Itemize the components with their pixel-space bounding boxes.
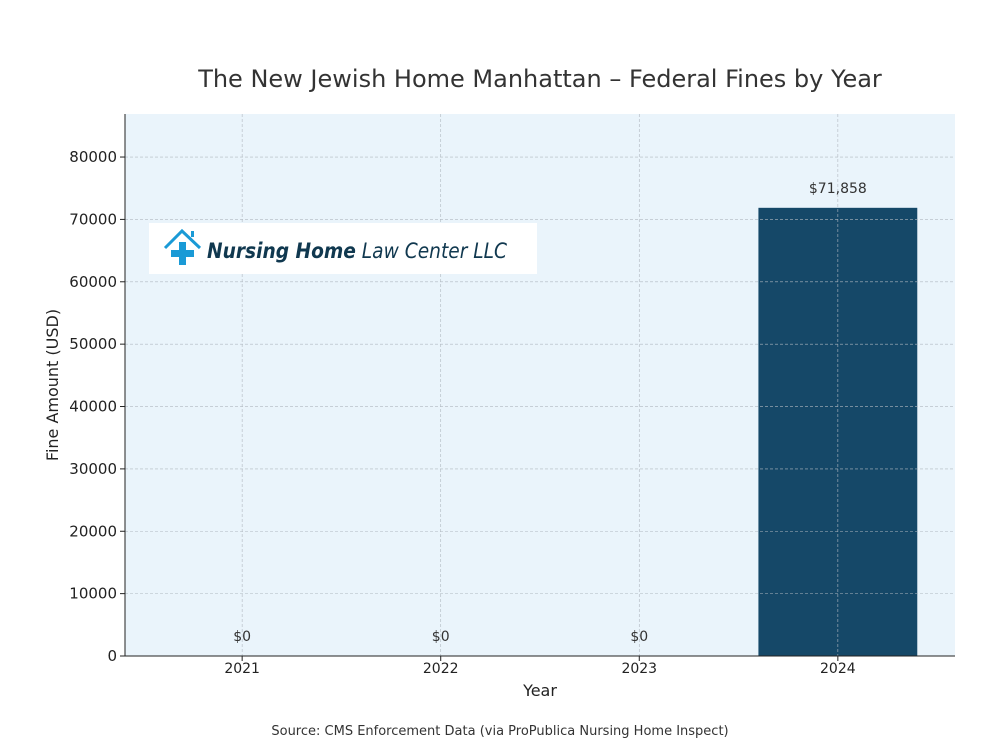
y-tick-label: 70000 — [69, 210, 117, 228]
y-tick-label: 40000 — [69, 398, 117, 416]
x-tick-label: 2021 — [224, 661, 260, 677]
y-tick-label: 30000 — [69, 460, 117, 478]
y-tick-label: 50000 — [69, 335, 117, 353]
y-tick-label: 60000 — [69, 273, 117, 291]
x-tick-label: 2023 — [621, 661, 657, 677]
data-label-2022: $0 — [432, 629, 450, 645]
y-axis-label: Fine Amount (USD) — [43, 309, 62, 461]
logo: Nursing Home Law Center LLC — [149, 223, 537, 274]
y-tick-label: 10000 — [69, 585, 117, 603]
svg-text:Nursing Home Law Center LLC: Nursing Home Law Center LLC — [207, 239, 507, 263]
x-tick-label: 2022 — [423, 661, 459, 677]
x-tick-label: 2024 — [820, 661, 856, 677]
y-tick-label: 0 — [107, 647, 117, 665]
data-label-2021: $0 — [233, 629, 251, 645]
y-tick-label: 80000 — [69, 148, 117, 166]
source-note: Source: CMS Enforcement Data (via ProPub… — [271, 724, 728, 739]
data-label-2024: $71,858 — [809, 181, 867, 197]
y-tick-label: 20000 — [69, 522, 117, 540]
logo-text-regular: Law Center LLC — [362, 239, 507, 263]
chart-title: The New Jewish Home Manhattan – Federal … — [197, 65, 882, 93]
x-axis-label: Year — [522, 681, 557, 700]
house-cross-icon — [163, 228, 202, 265]
data-label-2023: $0 — [630, 629, 648, 645]
logo-text-bold: Nursing Home — [207, 239, 356, 263]
